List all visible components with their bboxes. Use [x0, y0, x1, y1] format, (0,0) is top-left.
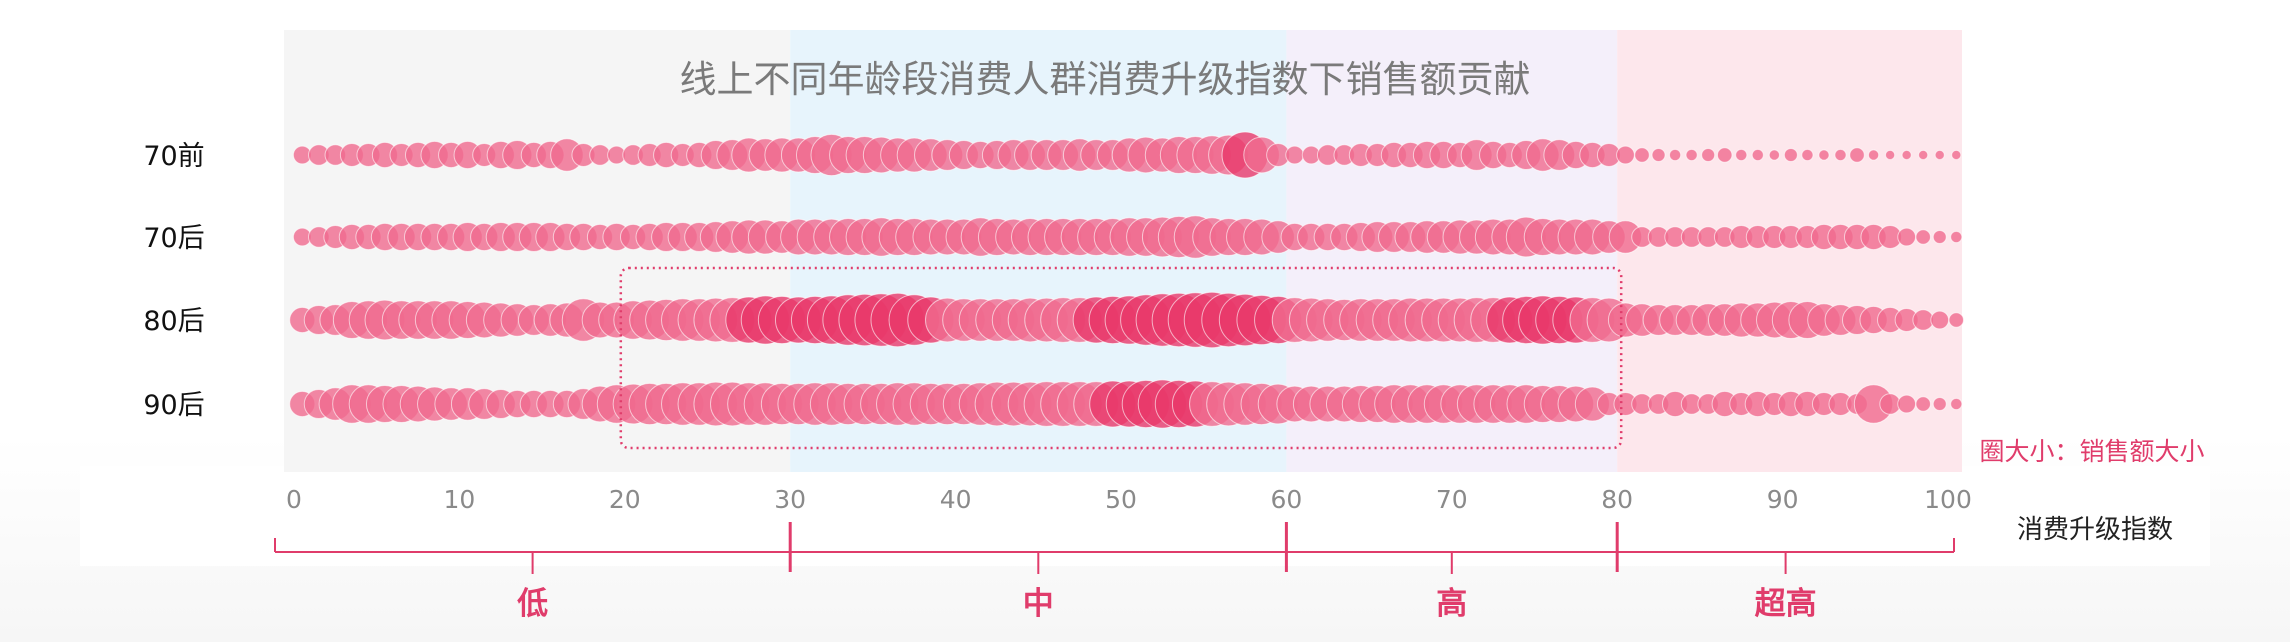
bubble	[1751, 148, 1764, 162]
bubble	[1885, 149, 1896, 161]
bubble	[1668, 148, 1682, 162]
bubble	[1285, 145, 1305, 165]
x-tick-label: 20	[609, 485, 641, 514]
bubble	[1948, 312, 1965, 328]
bubble	[1716, 147, 1733, 163]
bubble	[1932, 396, 1947, 412]
bubble	[1651, 147, 1666, 163]
band-label: 超高	[1755, 586, 1817, 622]
size-legend: 圈大小：销售额大小	[1979, 437, 2204, 466]
x-tick-label: 40	[940, 485, 972, 514]
highlight-box	[619, 266, 1623, 450]
bubble	[1918, 149, 1929, 161]
x-tick-label: 30	[774, 485, 806, 514]
bubble	[1915, 396, 1931, 412]
x-tick-labels: 0 10 20 30 40 50 60 70 80 90 100	[286, 485, 1972, 514]
row-label: 70后	[143, 223, 204, 254]
bubble-series	[289, 131, 1965, 429]
bubble	[1783, 147, 1798, 163]
bubble	[1932, 229, 1947, 245]
row-label: 90后	[143, 390, 204, 421]
x-tick-label: 70	[1436, 485, 1468, 514]
chart-title: 线上不同年龄段消费人群消费升级指数下销售额贡献	[680, 58, 1531, 101]
x-axis-label: 消费升级指数	[2017, 515, 2173, 545]
bubble	[1768, 149, 1780, 161]
bubble	[1701, 147, 1716, 163]
row-label: 70前	[143, 141, 204, 172]
row-labels: 70前 70后 80后 90后	[143, 141, 204, 421]
bubble	[1801, 148, 1814, 162]
bubble	[1897, 227, 1917, 247]
x-tick-label: 10	[443, 485, 475, 514]
bubble	[1950, 230, 1963, 244]
x-tick-label: 80	[1601, 485, 1633, 514]
bubble	[1930, 310, 1950, 330]
band-label: 中	[1023, 586, 1054, 622]
axis-strip-background	[80, 466, 2210, 566]
bubble	[1897, 394, 1917, 414]
bubble	[1685, 148, 1698, 162]
x-tick-label: 0	[286, 485, 302, 514]
band-label: 低	[516, 586, 548, 622]
bubble	[1735, 148, 1748, 162]
bubble	[1901, 149, 1912, 161]
bubble	[1834, 148, 1847, 162]
band-label: 高	[1436, 586, 1467, 622]
bubble	[1951, 149, 1962, 161]
x-tick-label: 60	[1270, 485, 1302, 514]
bubble	[1616, 145, 1635, 165]
bubble	[1849, 147, 1865, 163]
bubble	[1915, 229, 1931, 245]
bubble	[1934, 149, 1945, 161]
bubble	[1818, 149, 1830, 161]
bubble	[1634, 147, 1650, 163]
x-tick-label: 90	[1767, 485, 1799, 514]
row-label: 80后	[143, 306, 204, 337]
bubble	[1867, 149, 1880, 161]
x-tick-label: 100	[1924, 485, 1972, 514]
bubble	[1950, 397, 1963, 411]
x-tick-label: 50	[1105, 485, 1137, 514]
range-braces: 低 中 高 超高	[274, 522, 1955, 622]
